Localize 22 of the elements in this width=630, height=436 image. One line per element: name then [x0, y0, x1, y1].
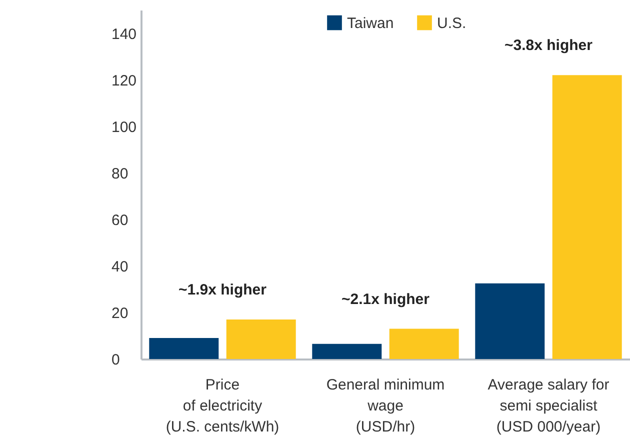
- x-tick-label: Price of electricity (U.S. cents/kWh): [166, 376, 280, 436]
- y-tick-label: 140: [112, 26, 137, 43]
- y-tick-label: 40: [112, 258, 128, 276]
- legend-label: U.S.: [437, 14, 466, 32]
- bar: [226, 319, 296, 359]
- bar: [475, 283, 545, 359]
- legend-label: Taiwan: [347, 14, 394, 32]
- y-tick-label: 0: [112, 352, 120, 368]
- bar: [389, 328, 459, 359]
- x-tick-label: Average salary for semi specialist (USD 000/year): [488, 376, 610, 436]
- bar: [149, 338, 219, 359]
- y-tick-label: 80: [112, 165, 128, 182]
- annotation: ~3.8x higher: [504, 37, 593, 54]
- bar: [552, 75, 622, 359]
- x-tick-label: General minimum wage (USD/hr): [326, 376, 445, 436]
- annotation: ~2.1x higher: [342, 290, 430, 308]
- y-tick-label: 60: [112, 212, 128, 229]
- y-tick-label: 20: [112, 304, 128, 322]
- annotation: ~1.9x higher: [178, 281, 267, 298]
- y-tick-label: 100: [112, 118, 137, 136]
- y-tick-label: 120: [112, 72, 137, 90]
- bar: [312, 344, 382, 359]
